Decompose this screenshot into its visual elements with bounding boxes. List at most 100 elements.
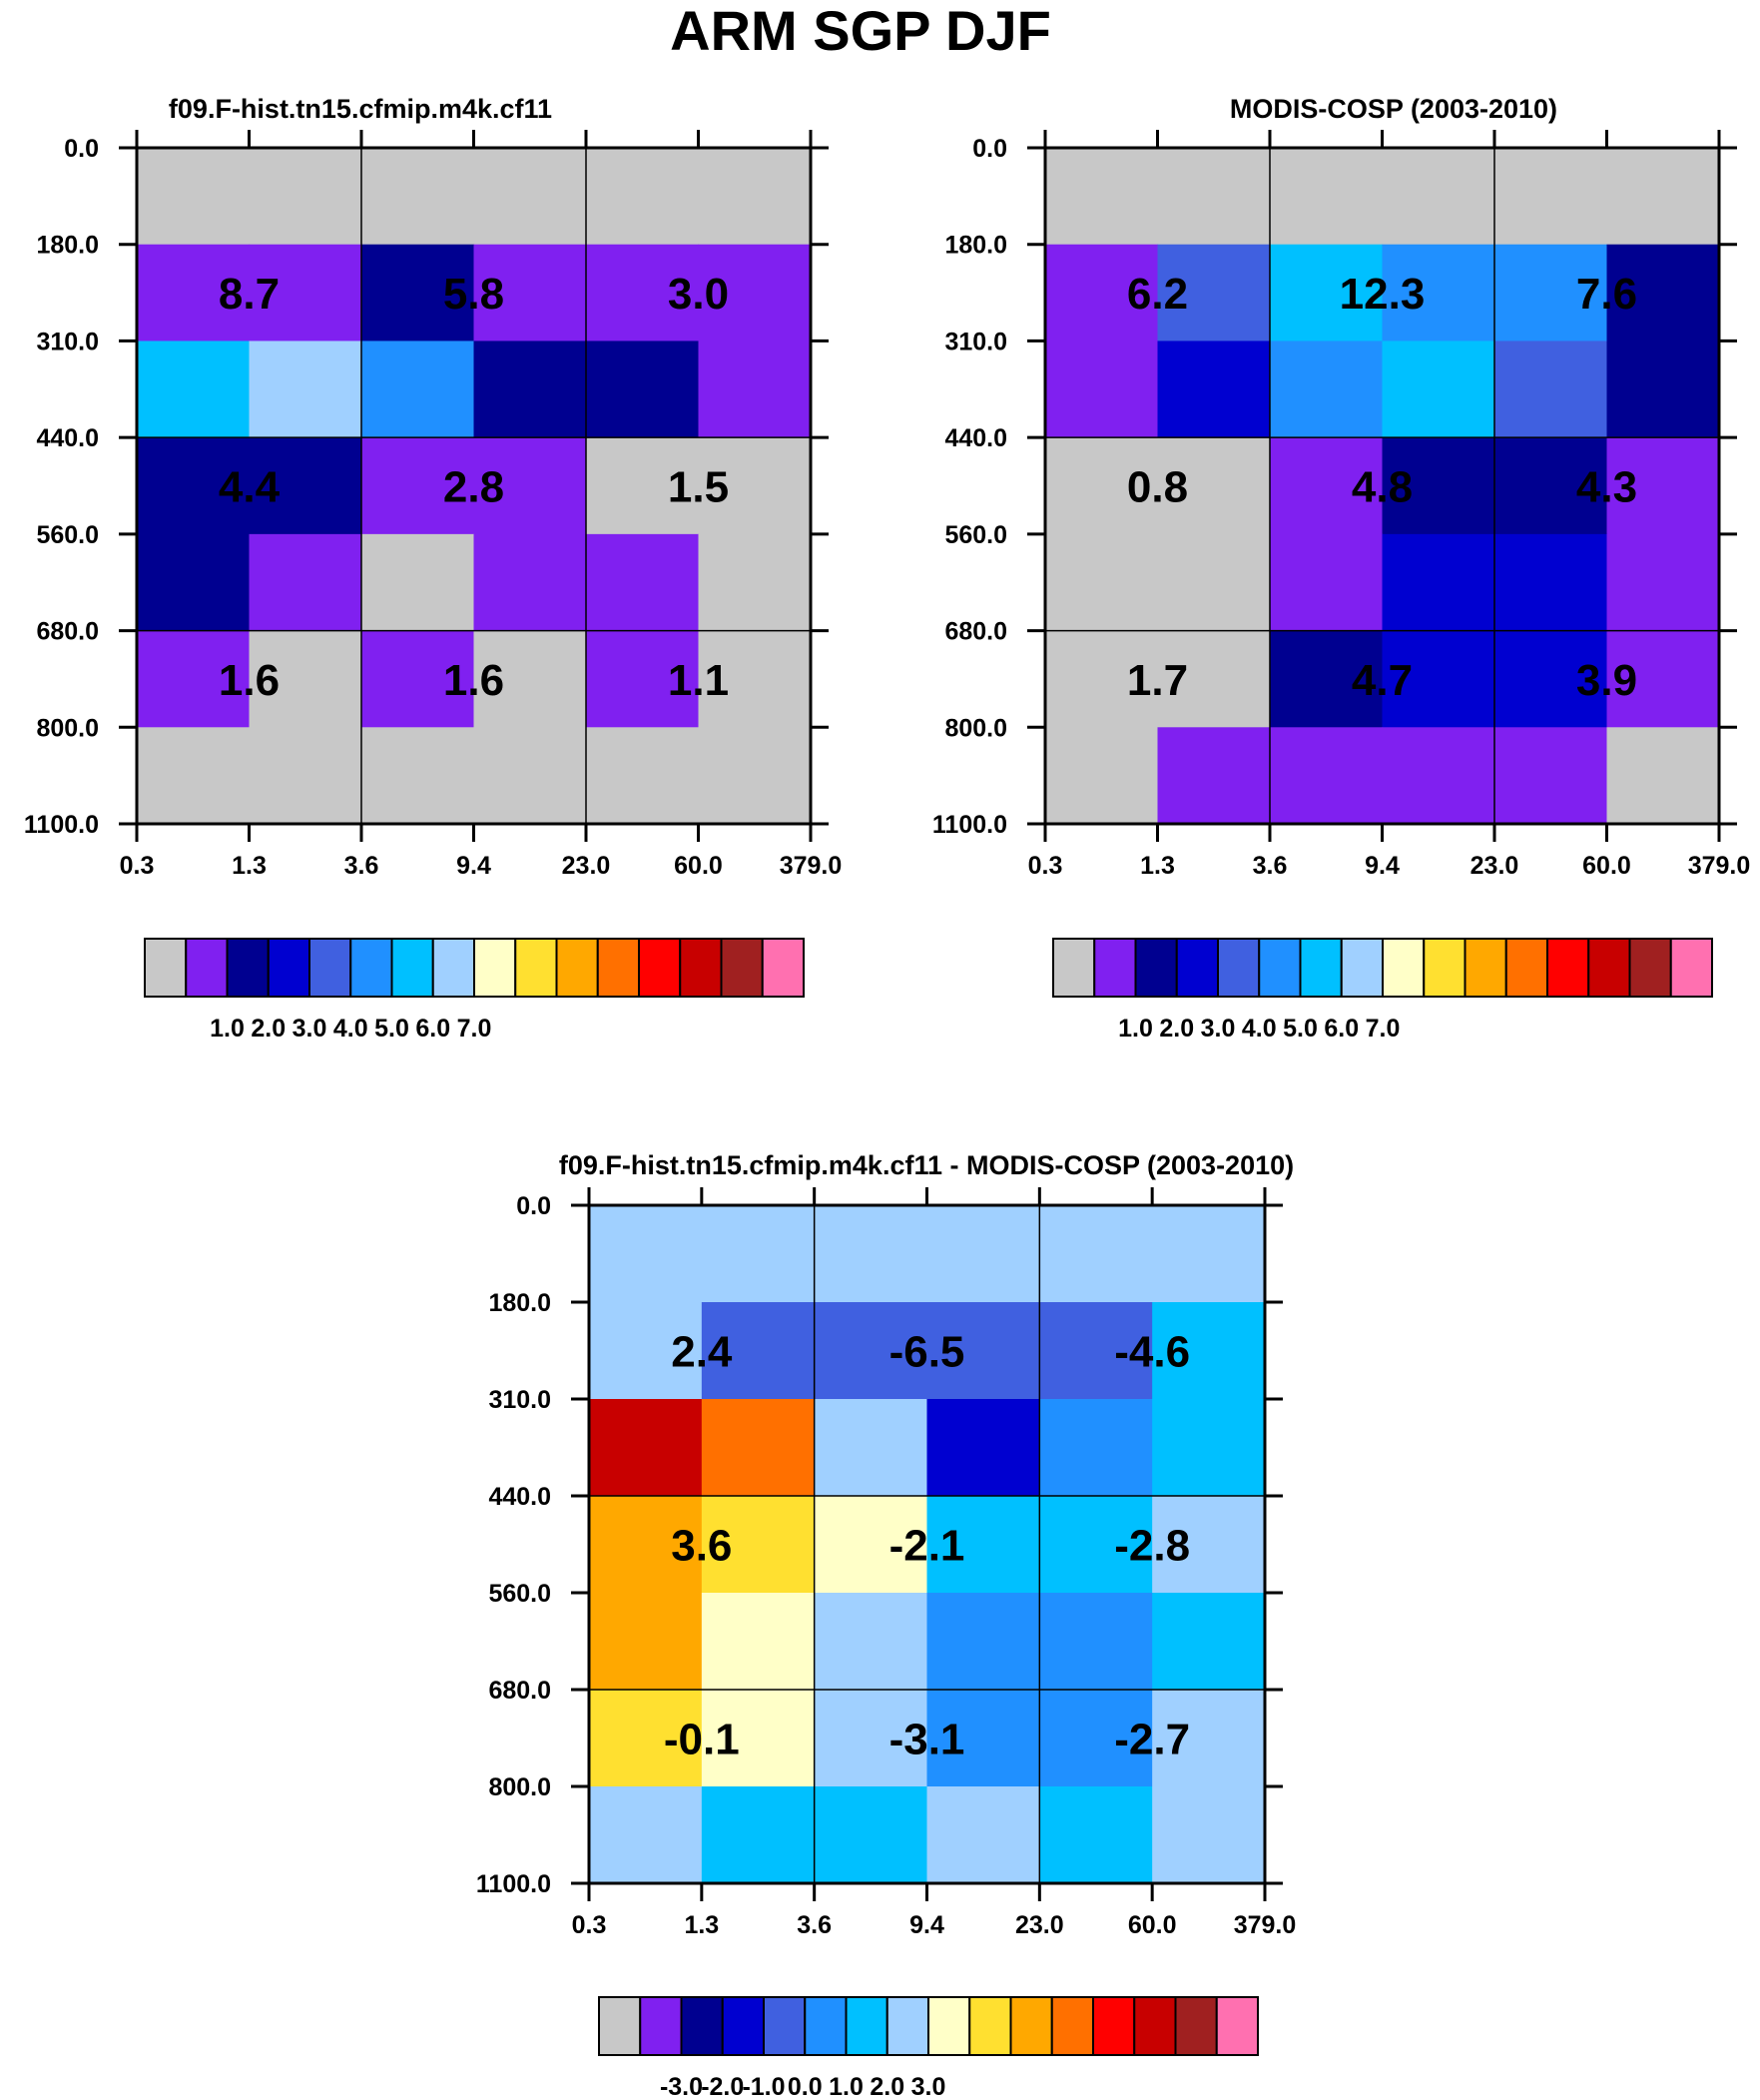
heatmap-cell: [814, 1205, 928, 1303]
heatmap-cell: [926, 1786, 1040, 1884]
colorbar-swatch: [761, 938, 805, 998]
heatmap-cell: [1039, 1399, 1153, 1497]
cell-value-label: -2.7: [1114, 1716, 1190, 1764]
heatmap-cell: [249, 727, 362, 825]
colorbar-swatch: [1628, 938, 1672, 998]
x-tick-label: 3.6: [797, 1911, 832, 1939]
heatmap-cell: [1152, 1302, 1266, 1400]
heatmap-cell: [1152, 1205, 1266, 1303]
heatmap-cell: [1152, 1399, 1266, 1497]
x-tick-label: 379.0: [1234, 1911, 1297, 1939]
x-tick-label: 379.0: [780, 852, 843, 880]
colorbar-swatch: [1382, 938, 1426, 998]
cell-value-label: 1.7: [1127, 656, 1188, 705]
heatmap-cell: [473, 244, 587, 343]
heatmap-cell: [1382, 727, 1495, 825]
cell-value-label: 0.8: [1127, 463, 1188, 512]
colorbar-label: 5.0: [374, 1015, 409, 1043]
y-tick-label: 180.0: [36, 232, 99, 260]
heatmap-cell: [361, 727, 475, 825]
diff-panel: f09.F-hist.tn15.cfmip.m4k.cf11 - MODIS-C…: [476, 1150, 1296, 2100]
heatmap-cell: [814, 1593, 928, 1691]
y-tick-label: 180.0: [488, 1289, 551, 1317]
heatmap-cell: [1045, 244, 1159, 343]
heatmap-cell: [1270, 437, 1384, 535]
colorbar-swatch: [1504, 938, 1548, 998]
heatmap-cell: [1382, 341, 1495, 438]
heatmap-cell: [1045, 341, 1159, 438]
heatmap-cell: [249, 341, 362, 438]
heatmap-cell: [1606, 244, 1720, 343]
heatmap-cell: [1382, 533, 1495, 632]
heatmap-cell: [137, 244, 251, 343]
x-tick-label: 3.6: [344, 852, 379, 880]
heatmap-cell: [814, 1690, 928, 1787]
x-tick-label: 0.3: [1028, 852, 1063, 880]
heatmap-cell: [137, 341, 251, 438]
heatmap-cell: [1270, 341, 1384, 438]
heatmap-cell: [137, 727, 251, 825]
colorbar-label: 4.0: [333, 1015, 368, 1043]
heatmap-cell: [814, 1496, 928, 1594]
colorbar-swatch: [1050, 1996, 1094, 2056]
heatmap-cell: [814, 1399, 928, 1497]
heatmap-cell: [586, 727, 700, 825]
x-tick-label: 1.3: [684, 1911, 719, 1939]
x-tick-label: 60.0: [674, 852, 723, 880]
y-tick-label: 0.0: [516, 1192, 551, 1220]
y-tick-label: 180.0: [944, 232, 1007, 260]
heatmap-cell: [249, 533, 362, 632]
heatmap-cell: [586, 148, 700, 246]
cell-value-label: 3.6: [671, 1522, 732, 1571]
x-tick-label: 60.0: [1128, 1911, 1177, 1939]
y-tick-label: 440.0: [36, 424, 99, 452]
cell-value-label: 3.9: [1576, 656, 1637, 705]
heatmap-cell: [473, 533, 587, 632]
heatmap-cell: [1494, 341, 1608, 438]
cell-value-label: 3.0: [668, 270, 729, 319]
heatmap-cell: [1606, 341, 1720, 438]
heatmap-cell: [1494, 630, 1608, 728]
heatmap-cell: [1606, 437, 1720, 535]
colorbar-swatch: [679, 938, 723, 998]
heatmap-cell: [589, 1205, 703, 1303]
y-tick-label: 680.0: [488, 1677, 551, 1705]
heatmap-cell: [1494, 148, 1608, 246]
heatmap-cell: [249, 148, 362, 246]
y-tick-label: 800.0: [944, 714, 1007, 742]
heatmap-cell: [589, 1399, 703, 1497]
heatmap-cell: [1270, 533, 1384, 632]
y-tick-label: 310.0: [488, 1386, 551, 1414]
heatmap-cell: [1039, 1496, 1153, 1594]
heatmap-cell: [249, 244, 362, 343]
colorbar-swatch: [1217, 938, 1261, 998]
heatmap-cell: [926, 1399, 1040, 1497]
colorbar-swatch: [1174, 1996, 1218, 2056]
heatmap-cell: [361, 630, 475, 728]
x-tick-label: 9.4: [909, 1911, 944, 1939]
colorbar-swatch: [473, 938, 517, 998]
heatmap-cell: [1039, 1205, 1153, 1303]
heatmap-cell: [701, 1593, 816, 1691]
heatmap-cell: [1270, 244, 1384, 343]
heatmap-cell: [589, 1302, 703, 1400]
heatmap-cell: [1494, 437, 1608, 535]
colorbar-label: 0.0: [788, 2073, 823, 2100]
heatmap-cell: [361, 148, 475, 246]
colorbar-swatch: [1464, 938, 1507, 998]
heatmap-cell: [926, 1302, 1040, 1400]
colorbar-swatch: [308, 938, 352, 998]
colorbar-swatch: [804, 1996, 848, 2056]
colorbar-swatch: [1587, 938, 1631, 998]
heatmap-cell: [586, 630, 700, 728]
colorbar-label: 5.0: [1283, 1015, 1318, 1043]
x-tick-label: 23.0: [1015, 1911, 1064, 1939]
cell-value-label: 4.4: [219, 463, 281, 512]
colorbar-label: 2.0: [251, 1015, 286, 1043]
colorbar-swatch: [927, 1996, 971, 2056]
heatmap-cell: [589, 1786, 703, 1884]
heatmap-cell: [1157, 533, 1271, 632]
colorbar-swatch: [514, 938, 558, 998]
diff-panel-title: f09.F-hist.tn15.cfmip.m4k.cf11 - MODIS-C…: [559, 1150, 1294, 1180]
colorbar-swatch: [680, 1996, 724, 2056]
